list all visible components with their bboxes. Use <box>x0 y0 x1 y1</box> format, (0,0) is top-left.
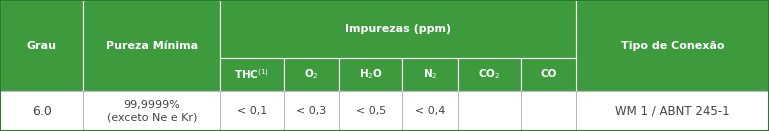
Text: < 0,3: < 0,3 <box>296 106 326 116</box>
Bar <box>402 91 458 131</box>
Bar <box>521 91 576 131</box>
Bar <box>458 58 521 91</box>
Bar <box>458 91 521 131</box>
Text: < 0,5: < 0,5 <box>355 106 386 116</box>
Bar <box>284 91 339 131</box>
Text: H$_2$O: H$_2$O <box>358 67 383 81</box>
Bar <box>521 58 576 91</box>
Text: < 0,4: < 0,4 <box>414 106 445 116</box>
Bar <box>284 58 339 91</box>
Text: Grau: Grau <box>27 40 57 51</box>
Text: THC$^{(1)}$: THC$^{(1)}$ <box>235 67 269 81</box>
Text: 99,9999%
(exceto Ne e Kr): 99,9999% (exceto Ne e Kr) <box>107 100 197 122</box>
Bar <box>576 91 769 131</box>
Bar <box>339 91 402 131</box>
Bar <box>221 0 576 58</box>
Bar <box>402 58 458 91</box>
Bar <box>221 58 576 59</box>
Text: O$_2$: O$_2$ <box>304 67 318 81</box>
Bar <box>0 0 83 91</box>
Text: Pureza Mínima: Pureza Mínima <box>105 40 198 51</box>
Bar <box>576 0 769 91</box>
Bar <box>83 91 221 131</box>
Text: CO: CO <box>541 69 557 79</box>
Text: < 0,1: < 0,1 <box>237 106 267 116</box>
Text: Tipo de Conexão: Tipo de Conexão <box>621 40 724 51</box>
Bar <box>83 0 221 91</box>
Bar <box>221 58 284 91</box>
Text: 6.0: 6.0 <box>32 105 52 118</box>
Bar <box>0 91 83 131</box>
Bar <box>339 58 402 91</box>
Bar <box>0 91 769 131</box>
Text: CO$_2$: CO$_2$ <box>478 67 501 81</box>
Text: WM 1 / ABNT 245-1: WM 1 / ABNT 245-1 <box>615 105 730 118</box>
Text: Impurezas (ppm): Impurezas (ppm) <box>345 24 451 34</box>
Text: N$_2$: N$_2$ <box>423 67 438 81</box>
Bar <box>221 91 284 131</box>
